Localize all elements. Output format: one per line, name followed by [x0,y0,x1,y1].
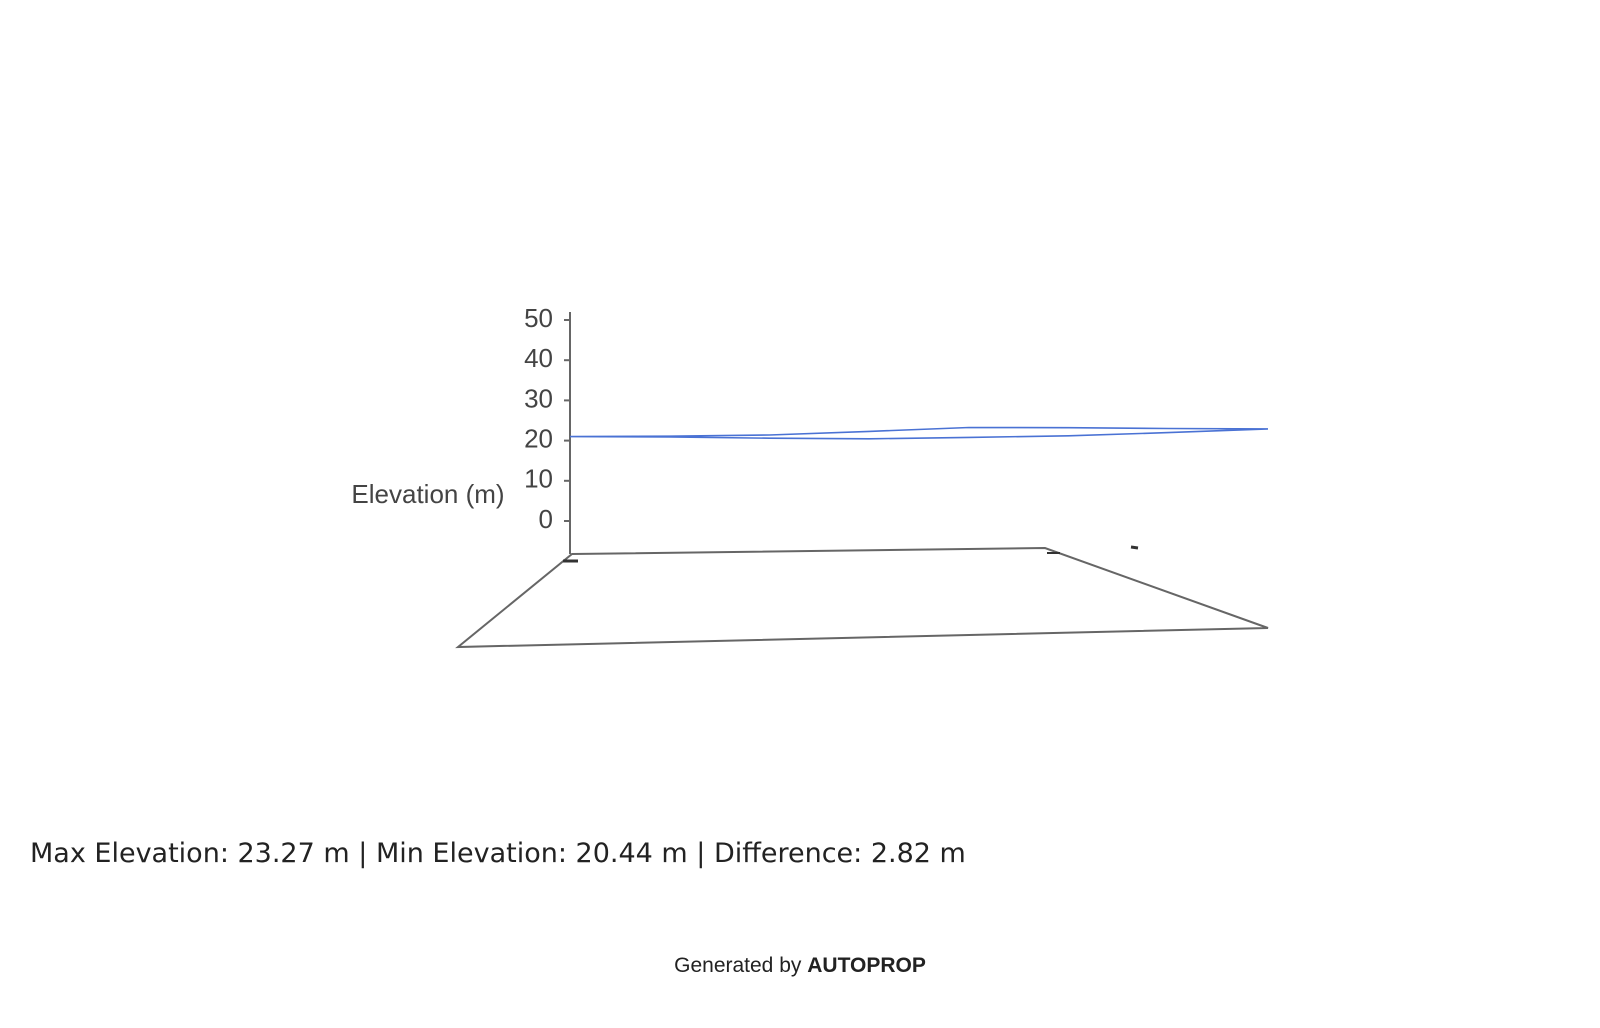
y-tick-label: 20 [524,423,553,453]
footer-prefix: Generated by [674,954,802,977]
footer-brand: AUTOPROP [807,954,926,977]
y-tick-label: 30 [524,383,553,413]
axis-tick [1130,545,1139,550]
y-axis-label: Elevation (m) [351,479,504,509]
chart: Elevation (m) 0 10 20 30 40 50 [351,303,1269,649]
y-tick-label: 40 [524,343,553,373]
floor-plane [455,546,1269,649]
y-tick-label: 10 [524,464,553,494]
y-tick-label: 50 [524,303,553,333]
footer: Generated by AUTOPROP [0,954,1600,978]
elevation-summary: Max Elevation: 23.27 m | Min Elevation: … [30,838,966,869]
elevation-line [569,426,1269,440]
y-tick-label: 0 [539,504,553,534]
